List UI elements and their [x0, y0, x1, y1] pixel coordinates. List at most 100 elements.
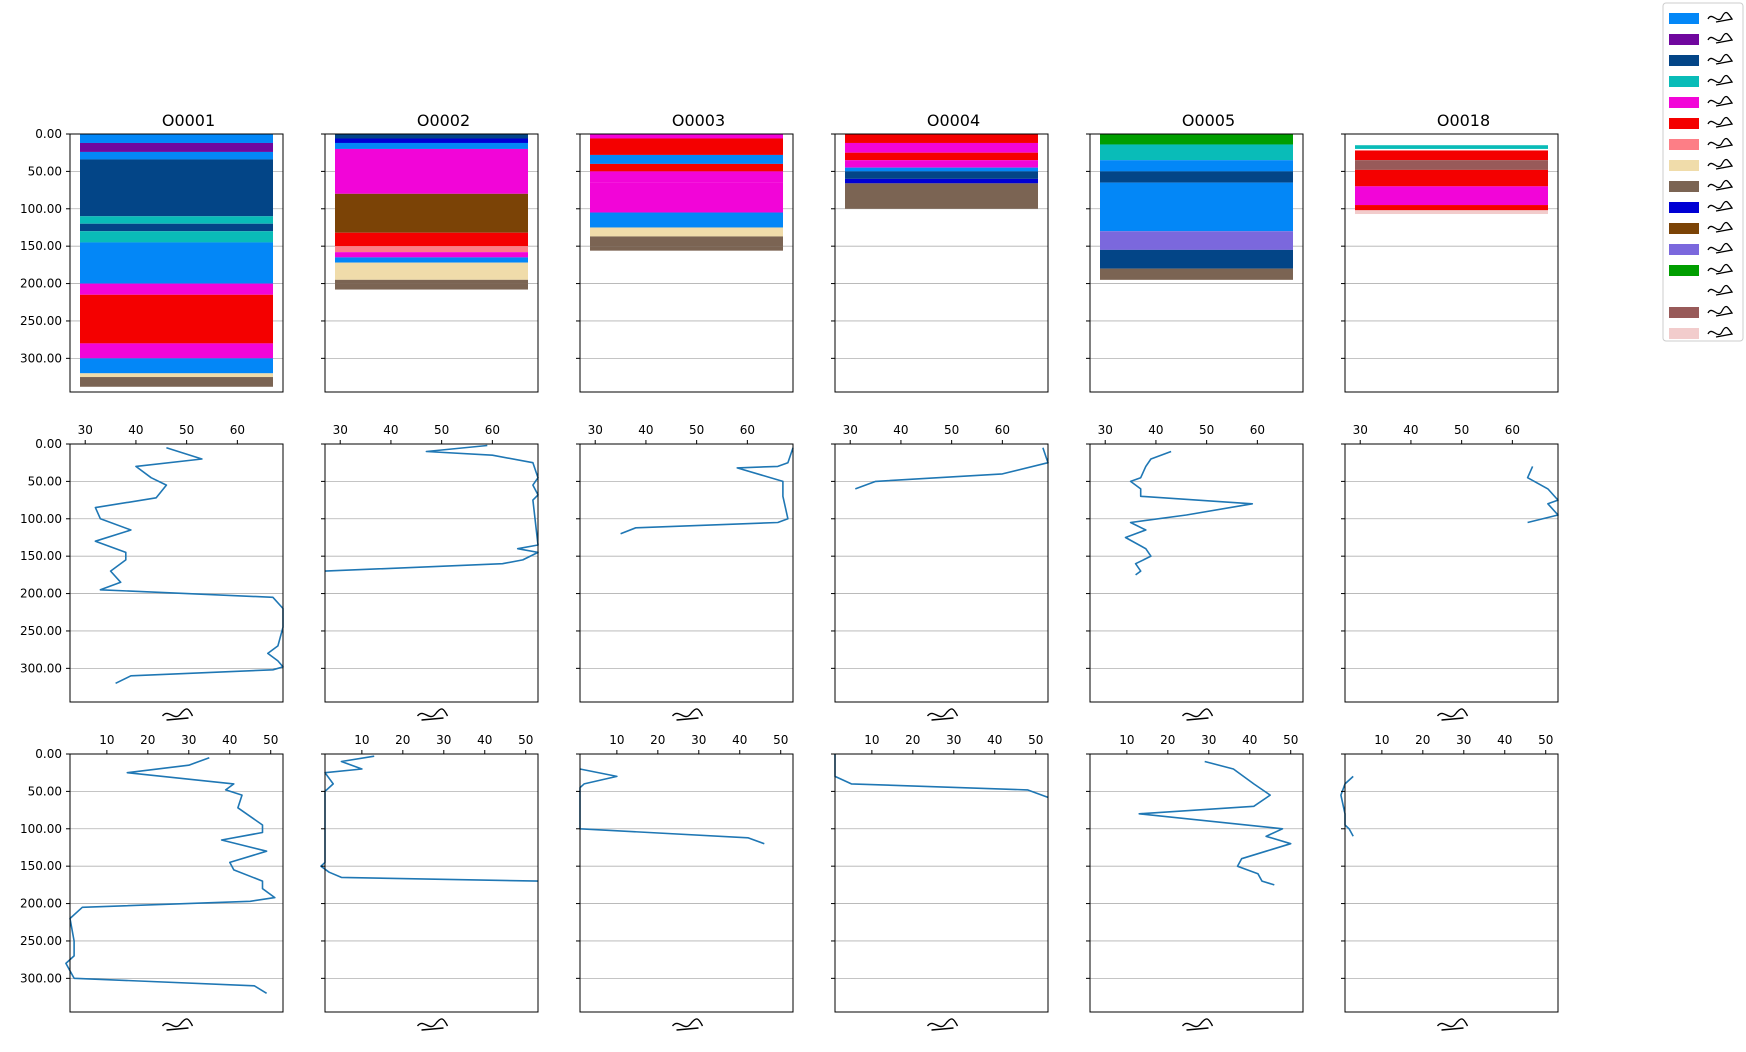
- legend-swatch: [1669, 118, 1699, 129]
- core-layer-bar: [1355, 150, 1548, 161]
- y-tick-label: 100.00: [20, 202, 62, 216]
- x-tick-label: 50: [1538, 733, 1553, 747]
- panel-title: O0005: [1182, 111, 1235, 130]
- core-layer-bar: [1100, 144, 1293, 161]
- middle-profile-panel-1: 30 40 50 60 0.00 50.00 100.00 150.00 200.00 250.0…: [20, 423, 284, 721]
- y-tick-label: 100.00: [20, 822, 62, 836]
- x-tick-label: 40: [893, 423, 908, 437]
- axis-label-scribble: [1436, 708, 1469, 721]
- y-tick-label: 100.00: [20, 512, 62, 526]
- legend-label-scribble: [1707, 53, 1734, 65]
- y-tick-label: 0.00: [35, 127, 62, 141]
- core-layer-bar: [335, 279, 528, 284]
- profile-line: [834, 754, 1049, 799]
- core-layer-bar: [1100, 249, 1293, 269]
- x-tick-label: 20: [1415, 733, 1430, 747]
- x-tick-label: 10: [864, 733, 879, 747]
- profile-line: [1138, 760, 1292, 886]
- x-tick-label: 50: [518, 733, 533, 747]
- x-tick-label: 10: [609, 733, 624, 747]
- x-tick-label: 40: [987, 733, 1002, 747]
- core-layer-bar: [1100, 268, 1293, 280]
- y-tick-label: 200.00: [20, 277, 62, 291]
- core-panel-4: O0004: [831, 111, 1049, 393]
- legend-swatch: [1669, 328, 1699, 339]
- core-layer-bar: [845, 152, 1038, 161]
- panel-frame: [834, 133, 1049, 393]
- core-layer-bar: [590, 246, 783, 251]
- legend-swatch: [1669, 76, 1699, 87]
- core-layer-bar: [590, 227, 783, 237]
- core-layer-bar: [590, 134, 783, 139]
- middle-profile-panel-4: 30 40 50 60: [831, 423, 1049, 721]
- middle-profile-panel-5: 30 40 50 60: [1086, 423, 1304, 721]
- panel-title: O0002: [417, 111, 470, 130]
- core-layer-bar: [80, 134, 273, 143]
- panel-frame: [69, 133, 284, 393]
- core-layer-bar: [845, 178, 1038, 184]
- x-tick-label: 30: [1201, 733, 1216, 747]
- x-tick-label: 20: [650, 733, 665, 747]
- profile-line: [65, 756, 276, 994]
- x-tick-label: 10: [1119, 733, 1134, 747]
- panel-frame: [834, 753, 1049, 1013]
- x-tick-label: 30: [333, 423, 348, 437]
- core-layer-bar: [80, 142, 273, 152]
- core-layer-bar: [335, 232, 528, 247]
- legend-swatch: [1669, 139, 1699, 150]
- x-tick-label: 30: [436, 733, 451, 747]
- legend-label-scribble: [1707, 263, 1734, 275]
- legend-swatch: [1669, 307, 1699, 318]
- core-layer-bar: [590, 236, 783, 247]
- core-layer-bar: [80, 231, 273, 243]
- axis-label-scribble: [1181, 708, 1214, 721]
- profile-line: [1124, 450, 1254, 576]
- core-panel-2: O0002: [321, 111, 539, 393]
- axis-label-scribble: [671, 708, 704, 721]
- core-layer-bar: [845, 142, 1038, 153]
- core-layer-bar: [1355, 210, 1548, 215]
- x-tick-label: 60: [1505, 423, 1520, 437]
- core-layer-bar: [590, 138, 783, 155]
- legend-swatch: [1669, 223, 1699, 234]
- core-layer-bar: [1100, 231, 1293, 250]
- axis-label-scribble: [416, 1018, 449, 1031]
- x-tick-label: 30: [691, 733, 706, 747]
- panel-frame: [579, 133, 794, 393]
- y-tick-label: 300.00: [20, 661, 62, 675]
- core-layer-bar: [1355, 148, 1548, 151]
- core-layer-bar: [1355, 186, 1548, 206]
- legend-label-scribble: [1707, 116, 1734, 128]
- core-layer-bar: [335, 252, 528, 258]
- x-tick-label: 50: [179, 423, 194, 437]
- y-tick-label: 50.00: [28, 164, 62, 178]
- core-layer-bar: [1355, 169, 1548, 187]
- core-layer-bar: [335, 148, 528, 194]
- axis-label-scribble: [161, 1018, 194, 1031]
- legend-label-scribble: [1707, 305, 1734, 317]
- core-layer-bar: [80, 159, 273, 217]
- core-panel-6: O0018: [1341, 111, 1559, 393]
- x-tick-label: 40: [477, 733, 492, 747]
- profile-line: [324, 444, 539, 572]
- y-tick-label: 200.00: [20, 587, 62, 601]
- x-tick-label: 50: [773, 733, 788, 747]
- panel-title: O0003: [672, 111, 725, 130]
- core-layer-bar: [335, 142, 528, 149]
- bottom-profile-panel-5: 10 20 30 40 50: [1086, 733, 1304, 1031]
- legend-swatch: [1669, 34, 1699, 45]
- panel-frame: [324, 443, 539, 703]
- y-tick-label: 300.00: [20, 351, 62, 365]
- core-layer-bar: [80, 294, 273, 344]
- panel-title: O0001: [162, 111, 215, 130]
- legend-swatch: [1669, 55, 1699, 66]
- core-layer-bar: [335, 262, 528, 280]
- x-tick-label: 50: [689, 423, 704, 437]
- x-tick-label: 20: [140, 733, 155, 747]
- y-tick-label: 250.00: [20, 314, 62, 328]
- x-tick-label: 60: [995, 423, 1010, 437]
- panel-frame: [69, 443, 284, 703]
- legend-swatch: [1669, 160, 1699, 171]
- y-tick-label: 0.00: [35, 437, 62, 451]
- panel-frame: [834, 443, 1049, 703]
